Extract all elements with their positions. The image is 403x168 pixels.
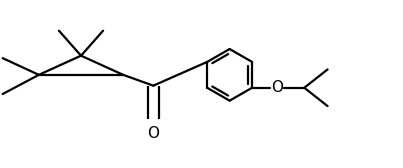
Text: O: O — [147, 127, 159, 141]
Text: O: O — [271, 80, 283, 95]
